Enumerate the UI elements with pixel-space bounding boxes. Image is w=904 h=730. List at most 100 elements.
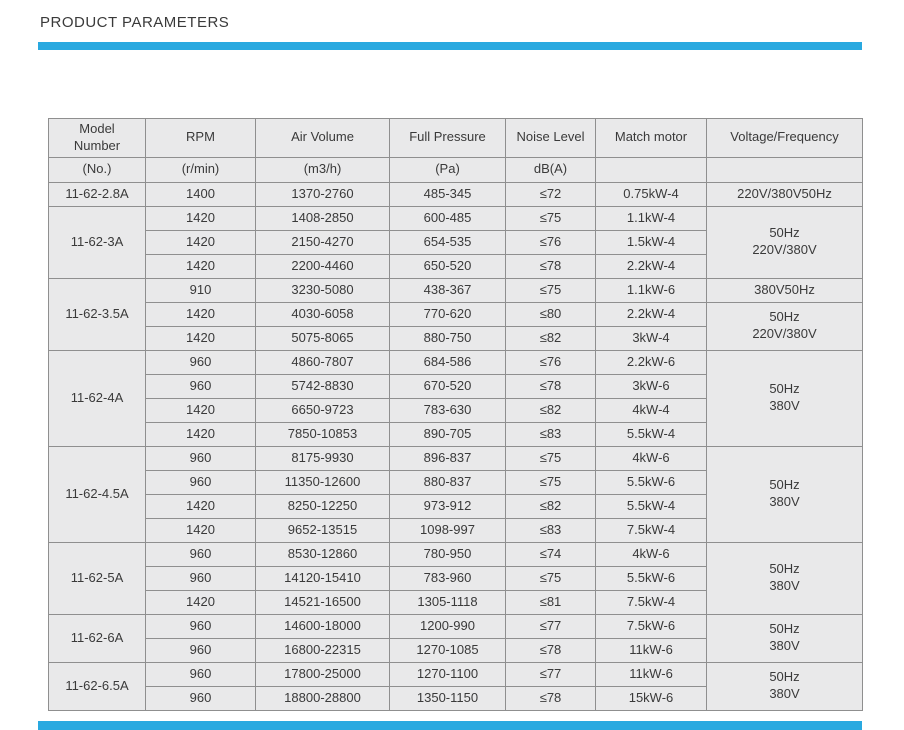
voltage-cell: 50Hz 380V bbox=[706, 661, 863, 711]
pressure-cell: 650-520 bbox=[389, 253, 506, 279]
table-row: 960 18800-28800 1350-1150 ≤78 15kW-6 bbox=[49, 685, 863, 711]
pressure-cell: 1305-1118 bbox=[389, 589, 506, 615]
column-unit-1: (r/min) bbox=[145, 156, 256, 183]
motor-cell: 5.5kW-6 bbox=[595, 469, 707, 495]
motor-cell: 7.5kW-4 bbox=[595, 589, 707, 615]
table-row: 11-62-4.5A 960 8175-9930 896-837 ≤75 4kW-6 50H… bbox=[48, 445, 863, 543]
air-volume-cell: 1408-2850 bbox=[255, 205, 390, 231]
model-cell: 11-62-4A bbox=[48, 349, 146, 447]
voltage-cell: 50Hz 380V bbox=[706, 445, 863, 543]
pressure-cell: 880-750 bbox=[389, 325, 506, 351]
column-header-4: Noise Level bbox=[505, 118, 596, 158]
table-row: 11-62-2.8A 1400 1370-2760 485-345 ≤72 0.75kW-… bbox=[48, 181, 863, 207]
pressure-cell: 896-837 bbox=[389, 445, 506, 471]
rpm-cell: 960 bbox=[145, 685, 256, 711]
pressure-cell: 654-535 bbox=[389, 229, 506, 255]
model-cell: 11-62-6.5A bbox=[48, 661, 146, 711]
pressure-cell: 684-586 bbox=[389, 349, 506, 375]
noise-cell: ≤82 bbox=[505, 397, 596, 423]
rpm-cell: 960 bbox=[145, 349, 256, 375]
motor-cell: 4kW-4 bbox=[595, 397, 707, 423]
rpm-cell: 1420 bbox=[145, 301, 256, 327]
rpm-cell: 1420 bbox=[145, 493, 256, 519]
motor-cell: 5.5kW-6 bbox=[595, 565, 707, 591]
noise-cell: ≤75 bbox=[505, 445, 596, 471]
motor-cell: 4kW-6 bbox=[595, 445, 707, 471]
rpm-cell: 1420 bbox=[145, 517, 256, 543]
air-volume-cell: 8530-12860 bbox=[255, 541, 390, 567]
air-volume-cell: 4030-6058 bbox=[255, 301, 390, 327]
motor-cell: 2.2kW-4 bbox=[595, 301, 707, 327]
table-row: 11-62-6A 960 14600-18000 1200-990 ≤77 7.5kW-6… bbox=[48, 613, 863, 663]
motor-cell: 15kW-6 bbox=[595, 685, 707, 711]
motor-cell: 4kW-6 bbox=[595, 541, 707, 567]
column-header-0: Model Number bbox=[48, 118, 146, 158]
motor-cell: 11kW-6 bbox=[595, 637, 707, 663]
rpm-cell: 1420 bbox=[145, 397, 256, 423]
model-cell: 11-62-4.5A bbox=[48, 445, 146, 543]
motor-cell: 3kW-6 bbox=[595, 373, 707, 399]
rpm-cell: 1420 bbox=[145, 205, 256, 231]
table-row: 1420 6650-9723 783-630 ≤82 4kW-4 bbox=[49, 397, 863, 423]
column-unit-5 bbox=[595, 156, 707, 183]
air-volume-cell: 14600-18000 bbox=[255, 613, 390, 639]
noise-cell: ≤82 bbox=[505, 325, 596, 351]
pressure-cell: 780-950 bbox=[389, 541, 506, 567]
noise-cell: ≤74 bbox=[505, 541, 596, 567]
noise-cell: ≤76 bbox=[505, 229, 596, 255]
motor-cell: 7.5kW-6 bbox=[595, 613, 707, 639]
air-volume-cell: 17800-25000 bbox=[255, 661, 390, 687]
table-row: 960 5742-8830 670-520 ≤78 3kW-6 bbox=[49, 373, 863, 399]
rpm-cell: 960 bbox=[145, 565, 256, 591]
rpm-cell: 1420 bbox=[145, 325, 256, 351]
noise-cell: ≤72 bbox=[505, 181, 596, 207]
noise-cell: ≤77 bbox=[505, 661, 596, 687]
table-row: 1420 7850-10853 890-705 ≤83 5.5kW-4 bbox=[49, 421, 863, 447]
table-row: 1420 14521-16500 1305-1118 ≤81 7.5kW-4 bbox=[49, 589, 863, 615]
noise-cell: ≤77 bbox=[505, 613, 596, 639]
table-row: 1420 4030-6058 770-620 ≤80 2.2kW-4 50Hz 220V/… bbox=[49, 301, 863, 351]
model-cell: 11-62-6A bbox=[48, 613, 146, 663]
voltage-cell: 50Hz 380V bbox=[706, 541, 863, 615]
pressure-cell: 438-367 bbox=[389, 277, 506, 303]
air-volume-cell: 7850-10853 bbox=[255, 421, 390, 447]
noise-cell: ≤75 bbox=[505, 565, 596, 591]
table-row: 11-62-5A 960 8530-12860 780-950 ≤74 4kW-6 50Hz… bbox=[48, 541, 863, 615]
motor-cell: 5.5kW-4 bbox=[595, 421, 707, 447]
air-volume-cell: 8250-12250 bbox=[255, 493, 390, 519]
rpm-cell: 960 bbox=[145, 373, 256, 399]
noise-cell: ≤76 bbox=[505, 349, 596, 375]
motor-cell: 1.5kW-4 bbox=[595, 229, 707, 255]
motor-cell: 0.75kW-4 bbox=[595, 181, 707, 207]
pressure-cell: 973-912 bbox=[389, 493, 506, 519]
pressure-cell: 1350-1150 bbox=[389, 685, 506, 711]
column-unit-4: dB(A) bbox=[505, 156, 596, 183]
column-header-6: Voltage/Frequency bbox=[706, 118, 863, 158]
motor-cell: 5.5kW-4 bbox=[595, 493, 707, 519]
table-row: 11-62-4A 960 4860-7807 684-586 ≤76 2.2kW-6 50H… bbox=[48, 349, 863, 447]
product-parameters-table: Model Number RPM Air Volume Full Pressure No… bbox=[48, 118, 863, 711]
rpm-cell: 1400 bbox=[145, 181, 256, 207]
air-volume-cell: 2150-4270 bbox=[255, 229, 390, 255]
rpm-cell: 960 bbox=[145, 613, 256, 639]
accent-bar-bottom bbox=[38, 720, 862, 730]
motor-cell: 2.2kW-4 bbox=[595, 253, 707, 279]
page-title: PRODUCT PARAMETERS bbox=[40, 14, 230, 31]
air-volume-cell: 14120-15410 bbox=[255, 565, 390, 591]
voltage-cell: 50Hz 220V/380V bbox=[706, 205, 863, 279]
noise-cell: ≤75 bbox=[505, 277, 596, 303]
table-row: 11-62-6.5A 960 17800-25000 1270-1100 ≤77 11kW… bbox=[48, 661, 863, 711]
rpm-cell: 960 bbox=[145, 661, 256, 687]
air-volume-cell: 9652-13515 bbox=[255, 517, 390, 543]
rpm-cell: 960 bbox=[145, 445, 256, 471]
voltage-cell: 50Hz 220V/380V bbox=[706, 301, 863, 351]
table-row: 960 14120-15410 783-960 ≤75 5.5kW-6 bbox=[49, 565, 863, 591]
air-volume-cell: 18800-28800 bbox=[255, 685, 390, 711]
model-cell: 11-62-5A bbox=[48, 541, 146, 615]
air-volume-cell: 11350-12600 bbox=[255, 469, 390, 495]
pressure-cell: 1270-1100 bbox=[389, 661, 506, 687]
noise-cell: ≤78 bbox=[505, 685, 596, 711]
table-row: 1420 9652-13515 1098-997 ≤83 7.5kW-4 bbox=[49, 517, 863, 543]
pressure-cell: 1200-990 bbox=[389, 613, 506, 639]
